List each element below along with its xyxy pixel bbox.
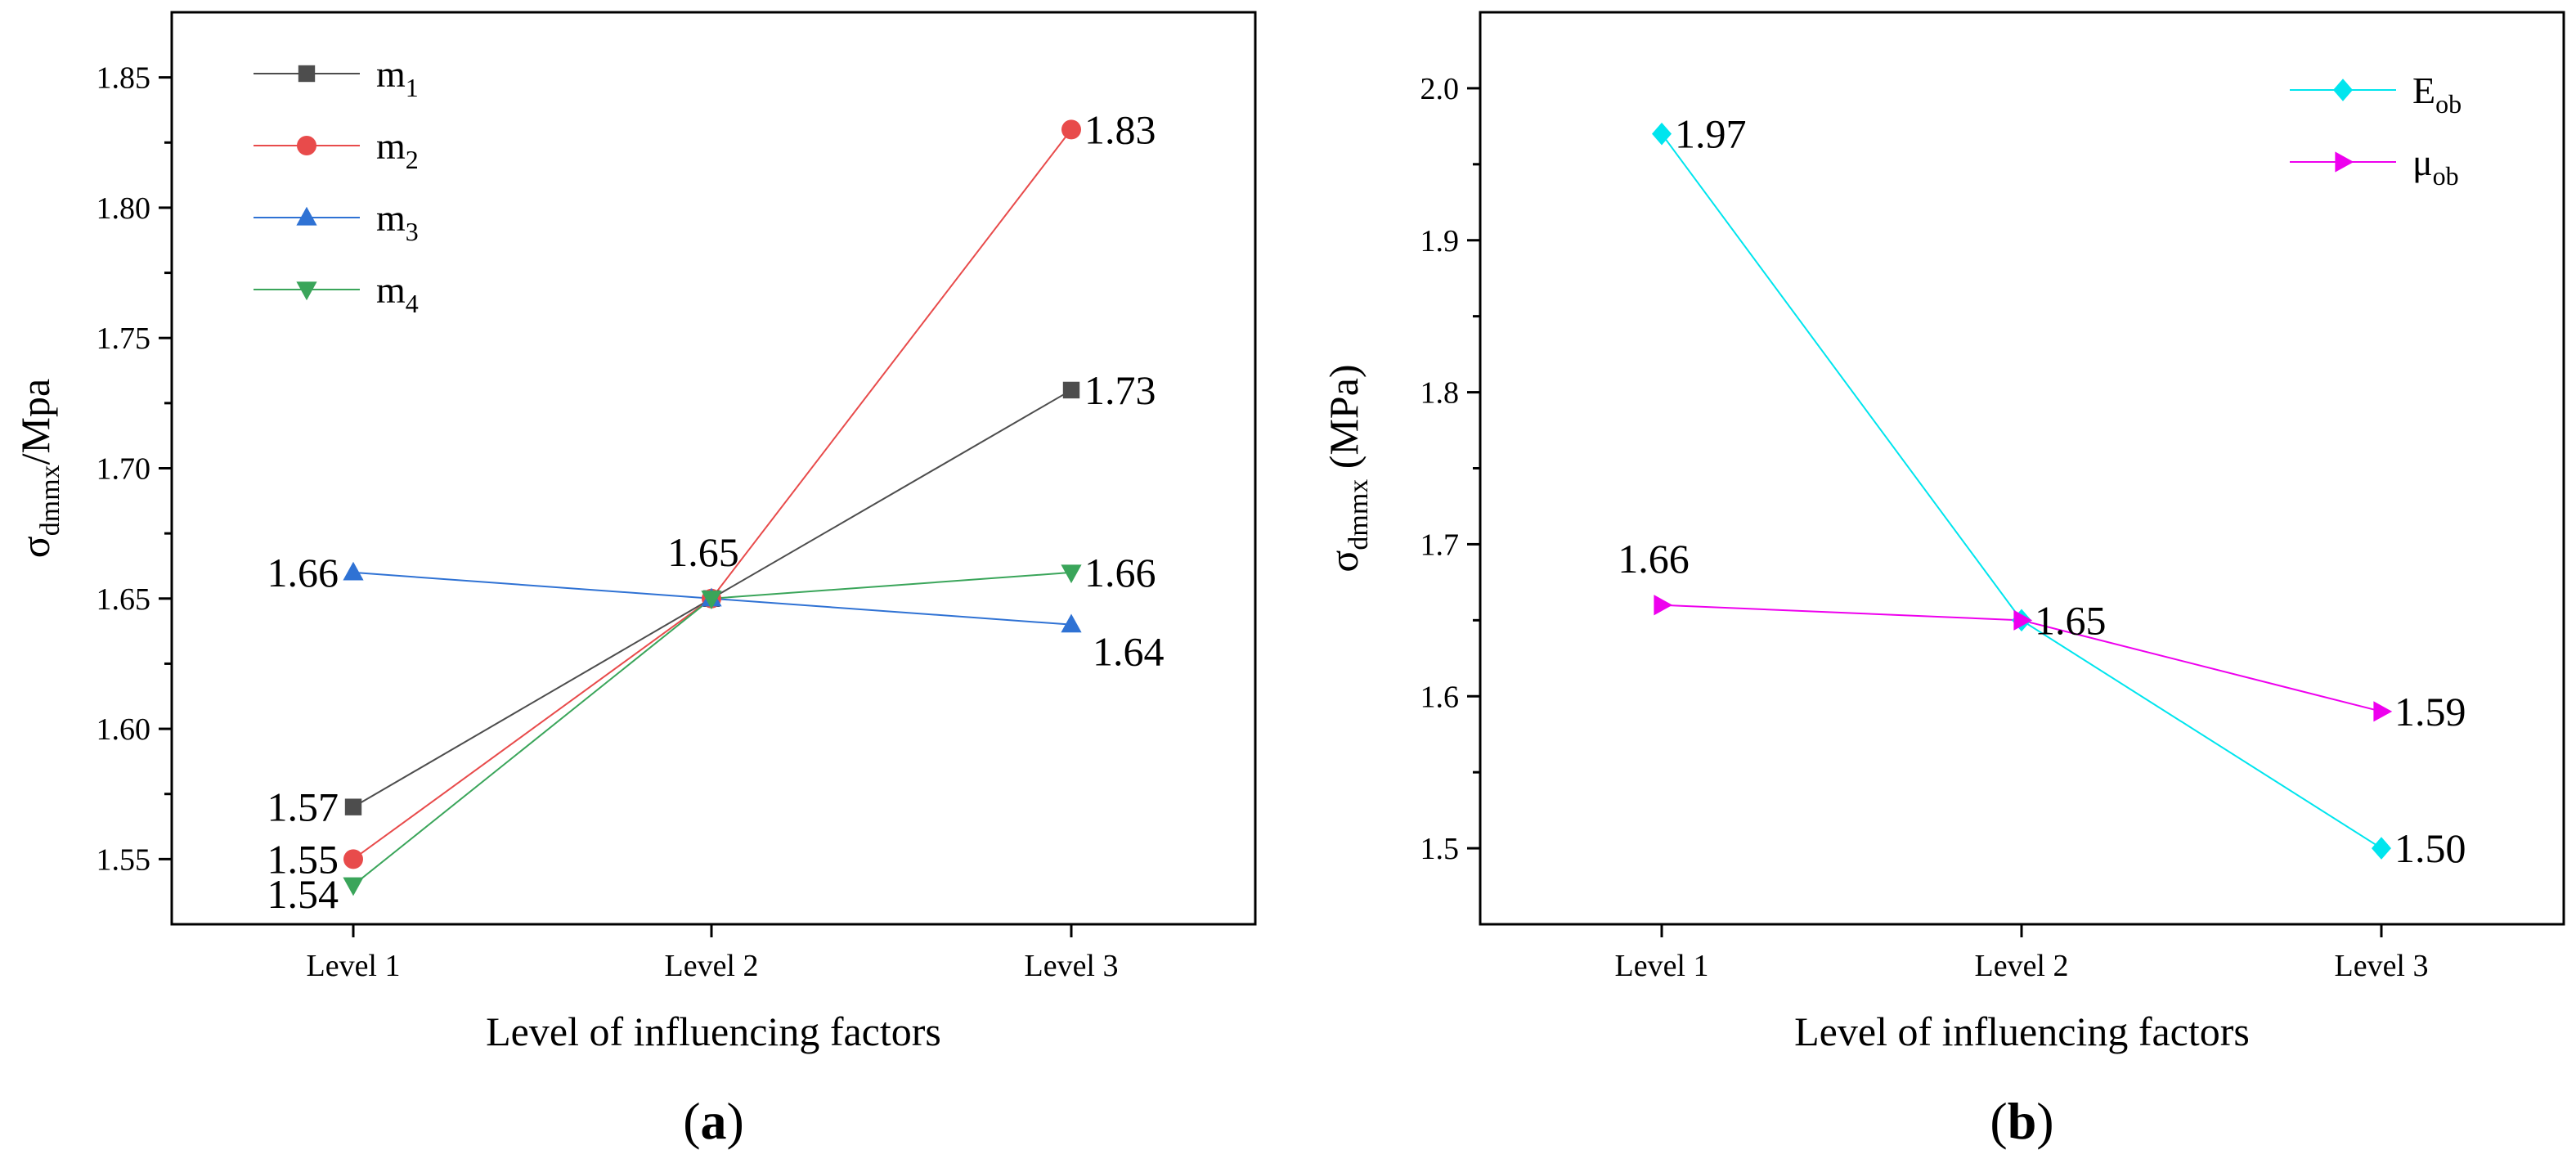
data-point <box>2013 609 2033 631</box>
y-axis-title: σdmmx/Mpa <box>12 379 65 558</box>
data-label: 1.97 <box>1675 111 1747 157</box>
data-label: 1.57 <box>267 784 339 830</box>
x-tick-label: Level 2 <box>664 949 758 983</box>
data-point <box>343 877 364 896</box>
data-label: 1.73 <box>1084 367 1156 413</box>
y-tick-label: 1.75 <box>96 321 151 356</box>
y-tick-label: 1.9 <box>1420 224 1460 258</box>
y-tick-label: 1.6 <box>1420 680 1460 714</box>
data-point <box>344 798 362 815</box>
y-tick-label: 1.70 <box>96 452 151 487</box>
chart-panel-a: 1.55 1.60 1.65 1.70 1.75 1.80 1.85 Level 1 Level… <box>12 11 1257 1150</box>
data-point <box>1654 595 1673 616</box>
series-line <box>352 571 1072 886</box>
data-label: 1.66 <box>1618 536 1690 582</box>
chart-panel-b: 1.5 1.6 1.7 1.8 1.9 2.0 Level 1 Level 2 Level 3 L… <box>1321 11 2565 1150</box>
x-tick-label: Level 1 <box>1614 949 1708 983</box>
legend-marker <box>297 136 316 155</box>
x-tick-label: Level 1 <box>306 949 400 983</box>
data-label: 1.83 <box>1084 106 1156 152</box>
data-label: 1.65 <box>667 529 739 575</box>
y-tick-label: 1.8 <box>1420 376 1460 411</box>
y-tick-label: 2.0 <box>1420 72 1460 106</box>
legend: Eob μob <box>2290 70 2462 191</box>
data-label: 1.54 <box>267 871 339 917</box>
x-axis-title: Level of influencing factors <box>1794 1009 2250 1054</box>
data-label: 1.66 <box>267 550 339 595</box>
legend-entry: Eob <box>2412 70 2462 119</box>
y-tick-label: 1.85 <box>96 61 151 96</box>
legend-marker <box>2335 151 2354 173</box>
x-tick-label: Level 3 <box>1024 949 1118 983</box>
y-tick-label: 1.5 <box>1420 832 1460 866</box>
y-tick-label: 1.7 <box>1420 528 1460 562</box>
y-tick-label: 1.60 <box>96 712 151 747</box>
legend-entry: m1 <box>376 53 419 102</box>
data-label: 1.64 <box>1093 629 1165 675</box>
legend-marker <box>298 65 316 83</box>
legend-marker <box>296 206 317 226</box>
data-label: 1.65 <box>2035 597 2107 643</box>
data-label: 1.50 <box>2394 825 2466 871</box>
data-point <box>1061 119 1081 140</box>
legend-marker <box>296 281 317 301</box>
series-line <box>352 128 1072 860</box>
y-tick-label: 1.65 <box>96 582 151 617</box>
series-Eob <box>1661 133 2382 849</box>
data-point <box>2372 837 2391 860</box>
data-point <box>1062 381 1080 399</box>
data-label: 1.59 <box>2394 689 2466 734</box>
x-tick-label: Level 2 <box>1974 949 2068 983</box>
y-axis-title: σdmmx (MPa) <box>1321 364 1374 572</box>
y-tick-label: 1.55 <box>96 842 151 877</box>
data-point <box>1061 613 1082 633</box>
panel-label: (a) <box>683 1092 744 1150</box>
legend: m1 m2 m3 m4 <box>254 53 419 318</box>
data-point <box>343 849 363 869</box>
legend-entry: μob <box>2412 142 2459 191</box>
plot-frame <box>1479 11 2565 926</box>
panel-label: (b) <box>1990 1092 2053 1150</box>
data-label: 1.66 <box>1084 550 1156 595</box>
legend-entry: m4 <box>376 269 419 318</box>
data-point <box>701 591 722 609</box>
legend-entry: m3 <box>376 197 419 246</box>
legend-marker <box>2333 79 2353 101</box>
x-tick-label: Level 3 <box>2334 949 2428 983</box>
data-label: 1.55 <box>267 836 339 882</box>
y-tick-label: 1.80 <box>96 191 151 226</box>
data-point <box>1061 564 1082 584</box>
series-line <box>1661 133 2382 849</box>
data-point <box>2373 701 2393 722</box>
legend-entry: m2 <box>376 125 419 174</box>
x-axis-title: Level of influencing factors <box>486 1009 941 1054</box>
data-point <box>343 561 364 581</box>
series-m2 <box>352 128 1072 860</box>
series-m4 <box>352 571 1072 886</box>
data-point <box>1652 122 1672 146</box>
